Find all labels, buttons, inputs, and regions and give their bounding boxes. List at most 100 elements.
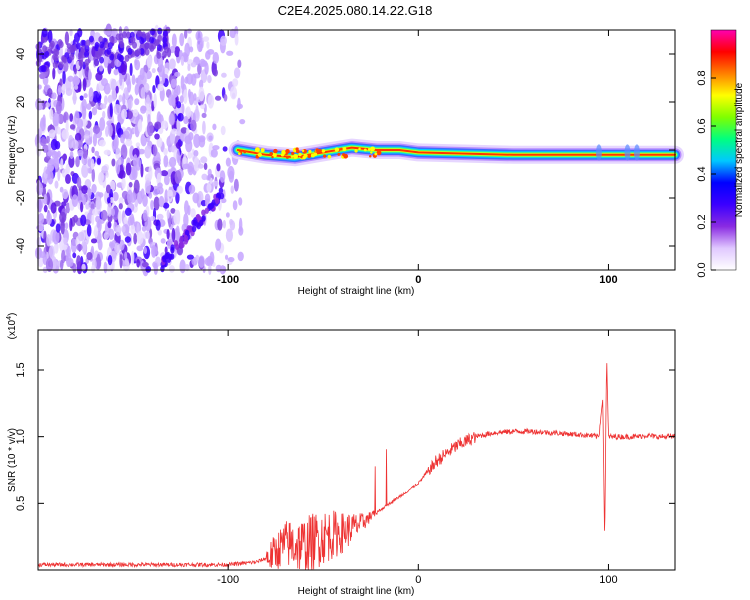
- spectrogram-noise-speck: [98, 171, 104, 183]
- spectrogram-noise-speck: [44, 50, 50, 58]
- spectrogram-noise-speck: [80, 39, 86, 47]
- spectrogram-noise-speck: [146, 94, 150, 104]
- spectrogram-noise-speck: [198, 86, 205, 102]
- spectrogram-noise-speck: [86, 251, 93, 261]
- spectrogram-carrier-speck: [354, 149, 358, 153]
- spectrogram-noise-speck: [107, 42, 113, 50]
- spectrogram-noise-speck: [184, 264, 190, 272]
- spectrogram-noise-speck: [64, 31, 70, 46]
- spectrogram-noise-speck: [49, 108, 54, 120]
- spectrogram-x-tick-label: -100: [217, 274, 239, 286]
- spectrogram-noise-speck: [81, 263, 86, 272]
- spectrogram-noise-speck: [157, 83, 164, 92]
- spectrogram-noise-speck: [96, 253, 101, 269]
- spectrogram-noise-speck: [229, 218, 234, 226]
- snr-series-line: [37, 363, 676, 571]
- spectrogram-noise-speck: [190, 119, 197, 132]
- spectrogram-carrier-speck: [374, 152, 378, 156]
- spectrogram-noise-speck: [148, 165, 153, 181]
- spectrogram-noise-speck: [131, 250, 135, 265]
- spectrogram-noise-speck: [113, 104, 121, 115]
- spectrogram-noise-speck: [74, 132, 82, 142]
- spectrogram-noise-speck: [156, 137, 163, 148]
- spectrogram-noise-speck: [164, 246, 168, 254]
- spectrogram-carrier-speck: [367, 147, 371, 151]
- spectrogram-noise-speck: [182, 163, 190, 170]
- spectrogram-noise-speck: [65, 174, 71, 185]
- spectrogram-noise-speck: [170, 208, 176, 214]
- spectrogram-noise-speck: [70, 238, 77, 253]
- spectrogram-noise-speck: [156, 51, 162, 59]
- spectrogram-y-tick-label: 20: [15, 96, 27, 108]
- spectrogram-noise-speck: [103, 95, 108, 105]
- spectrogram-noise-speck: [183, 115, 189, 125]
- spectrogram-noise-speck: [125, 162, 132, 176]
- spectrogram-noise-speck: [145, 266, 152, 273]
- spectrogram-noise-speck: [180, 55, 185, 66]
- spectrogram-noise-speck: [212, 52, 220, 64]
- spectrogram-noise-cloud: [34, 23, 246, 277]
- spectrogram-noise-speck: [81, 98, 87, 112]
- spectrogram-noise-speck: [229, 86, 238, 100]
- spectrogram-noise-speck: [118, 158, 122, 166]
- spectrogram-noise-speck: [156, 213, 164, 220]
- spectrogram-noise-speck: [71, 139, 79, 150]
- spectrogram-noise-speck: [76, 176, 82, 189]
- spectrogram-noise-speck: [190, 208, 196, 218]
- spectrogram-noise-speck: [200, 156, 208, 164]
- spectrogram-noise-speck: [139, 67, 145, 81]
- spectrogram-noise-speck: [78, 59, 84, 67]
- spectrogram-noise-speck: [43, 204, 48, 213]
- spectrogram-noise-speck: [65, 163, 70, 175]
- spectrogram-noise-speck: [134, 49, 140, 57]
- spectrogram-noise-speck: [136, 245, 144, 252]
- spectrogram-noise-speck: [232, 200, 238, 211]
- spectrogram-noise-speck: [138, 148, 145, 155]
- spectrogram-carrier-speck: [334, 147, 340, 152]
- spectrogram-noise-speck: [162, 256, 167, 263]
- spectrogram-noise-speck: [207, 168, 212, 177]
- spectrogram-noise-speck: [65, 119, 69, 133]
- spectrogram-noise-speck: [91, 146, 95, 154]
- spectrogram-noise-speck: [224, 254, 229, 260]
- spectrogram-noise-speck: [87, 158, 92, 167]
- spectrogram-noise-speck: [155, 219, 161, 231]
- spectrogram-noise-speck: [153, 196, 160, 211]
- spectrogram-noise-speck: [109, 180, 116, 192]
- spectrogram-noise-speck: [156, 186, 164, 195]
- spectrogram-noise-speck: [185, 106, 192, 120]
- spectrogram-noise-speck: [107, 94, 113, 104]
- spectrogram-carrier-speck: [257, 152, 262, 157]
- spectrogram-noise-speck: [82, 196, 87, 206]
- spectrogram-noise-speck: [210, 148, 218, 158]
- spectrogram-noise-speck: [163, 154, 169, 168]
- spectrogram-noise-speck: [176, 185, 183, 194]
- spectrogram-noise-speck: [220, 125, 226, 136]
- spectrogram-noise-speck: [52, 229, 60, 245]
- spectrogram-noise-speck: [173, 212, 180, 225]
- spectrogram-noise-speck: [171, 227, 176, 243]
- spectrogram-noise-speck: [234, 33, 239, 46]
- spectrogram-carrier-speck: [290, 155, 294, 158]
- spectrogram-noise-speck: [90, 238, 98, 244]
- spectrogram-carrier-speck: [285, 148, 290, 154]
- spectrogram-carrier-speck: [271, 156, 274, 159]
- spectrogram-noise-speck: [140, 163, 144, 178]
- spectrogram-noise-speck: [189, 46, 194, 53]
- spectrogram-noise-speck: [100, 209, 108, 221]
- spectrogram-noise-speck: [77, 51, 83, 59]
- spectrogram-noise-speck: [69, 113, 74, 122]
- colorbar-label: Normalized spectral amplitude: [734, 82, 745, 217]
- spectrogram-noise-speck: [83, 134, 90, 140]
- spectrogram-carrier-speck: [327, 154, 332, 159]
- spectrogram-noise-speck: [79, 95, 84, 101]
- spectrogram-noise-speck: [151, 67, 156, 74]
- colorbar-gradient: [710, 29, 737, 271]
- spectrogram-carrier-speck: [243, 150, 247, 154]
- spectrogram-noise-speck: [163, 148, 168, 156]
- spectrogram-noise-speck: [105, 184, 111, 194]
- spectrogram-noise-speck: [105, 171, 109, 178]
- spectrogram-noise-speck: [103, 149, 111, 156]
- spectrogram-noise-speck: [121, 225, 126, 233]
